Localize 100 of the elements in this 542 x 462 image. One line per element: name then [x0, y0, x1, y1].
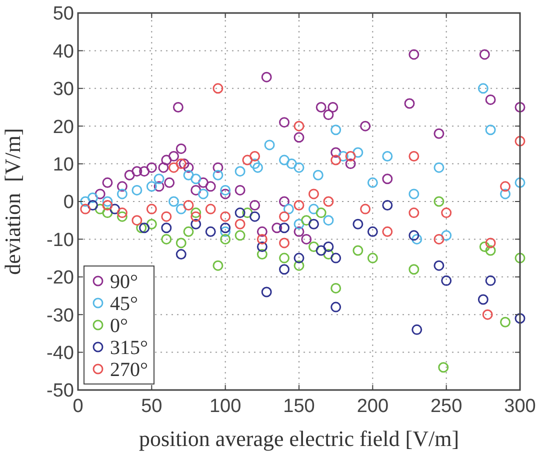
point: [261, 72, 272, 82]
point: [382, 200, 393, 211]
point: [316, 102, 326, 112]
y-tick-label: -50: [46, 380, 74, 402]
point: [154, 174, 164, 184]
point: [382, 174, 393, 184]
point: [161, 234, 172, 244]
point: [404, 98, 415, 109]
point: [408, 230, 420, 241]
point: [183, 226, 194, 237]
legend-label: 0°: [110, 315, 128, 337]
point: [116, 181, 128, 192]
point: [110, 204, 120, 214]
point: [294, 218, 304, 230]
point: [234, 166, 246, 177]
point: [158, 162, 169, 173]
point: [198, 188, 208, 200]
point: [514, 252, 526, 264]
point: [479, 241, 490, 252]
point: [256, 226, 268, 237]
legend-label: 270°: [110, 359, 148, 381]
point: [176, 249, 186, 260]
point: [412, 324, 422, 335]
point: [172, 102, 184, 112]
point: [514, 177, 526, 188]
x-tick-label: 100: [209, 396, 242, 417]
point: [500, 188, 511, 200]
point: [80, 196, 91, 207]
point: [352, 147, 364, 158]
point: [360, 204, 371, 214]
point: [212, 170, 224, 180]
point: [252, 162, 263, 173]
point: [434, 234, 444, 244]
point: [146, 162, 157, 173]
point: [256, 249, 268, 260]
point: [294, 120, 304, 132]
point: [479, 49, 490, 60]
point: [220, 184, 231, 196]
point: [279, 252, 290, 264]
point: [234, 184, 246, 196]
point: [485, 275, 496, 286]
point: [294, 252, 304, 264]
point: [434, 260, 444, 271]
point: [316, 245, 326, 256]
point: [190, 211, 202, 222]
y-tick-label: 30: [52, 79, 74, 100]
point: [178, 158, 190, 170]
y-tick-label: -20: [46, 268, 74, 289]
point: [408, 49, 420, 60]
point: [316, 208, 326, 218]
point: [434, 128, 444, 139]
y-tick-label: -30: [46, 305, 74, 326]
point: [190, 218, 202, 230]
point: [256, 234, 268, 244]
point: [124, 170, 135, 180]
point: [250, 200, 260, 211]
point: [330, 252, 342, 264]
point: [367, 226, 378, 237]
point: [94, 188, 106, 200]
y-tick-label: -10: [46, 230, 74, 251]
point: [183, 162, 194, 173]
point: [87, 192, 98, 203]
point: [198, 177, 208, 188]
point: [264, 140, 275, 150]
point: [176, 143, 186, 154]
point: [116, 208, 128, 218]
point: [168, 151, 180, 162]
point: [345, 158, 356, 170]
point: [308, 204, 319, 214]
point: [514, 102, 526, 112]
point: [408, 151, 420, 162]
point: [308, 241, 319, 252]
point: [441, 208, 452, 218]
point: [146, 181, 157, 192]
point: [301, 234, 312, 244]
point: [328, 102, 338, 112]
point: [323, 249, 334, 260]
point: [220, 211, 231, 222]
point: [330, 154, 342, 166]
point: [205, 181, 216, 192]
point: [382, 151, 393, 162]
point: [212, 260, 224, 271]
point: [212, 162, 224, 173]
point: [360, 120, 371, 132]
point: [272, 222, 282, 234]
point: [330, 124, 342, 136]
point: [279, 238, 290, 248]
point: [294, 200, 304, 211]
point: [514, 136, 526, 146]
y-tick-label: 20: [52, 116, 74, 138]
y-tick-label: 50: [52, 4, 74, 25]
point: [312, 170, 324, 180]
point: [146, 218, 157, 230]
point: [485, 238, 496, 248]
point: [441, 275, 452, 286]
point: [132, 184, 142, 196]
point: [279, 211, 290, 222]
point: [136, 222, 147, 234]
point: [161, 154, 172, 166]
point: [279, 196, 290, 207]
